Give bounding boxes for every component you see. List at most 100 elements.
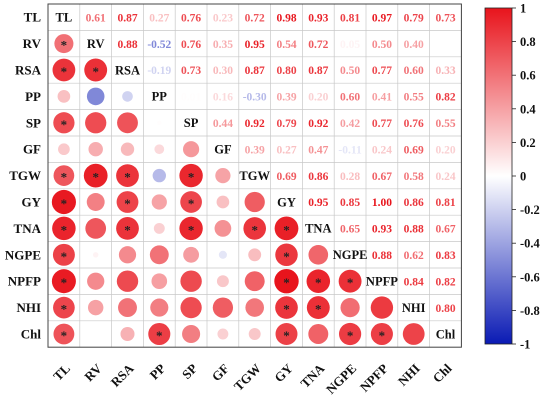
- coefficient-value: 0.77: [372, 65, 392, 77]
- coefficient-value: 0.85: [340, 197, 360, 209]
- diagonal-label: SP: [184, 116, 199, 130]
- row-label: NGPE: [5, 247, 41, 262]
- correlation-circle: [244, 191, 265, 213]
- column-label: PP: [147, 361, 169, 383]
- coefficient-value: 0.41: [372, 92, 392, 104]
- coefficient-value: 0.39: [245, 144, 265, 156]
- coefficient-value: 0.23: [213, 12, 233, 24]
- row-label: SP: [26, 115, 41, 130]
- colorbar-tick-label: -0.8: [520, 304, 540, 318]
- colorbar-gradient: [484, 7, 513, 345]
- row-label: TL: [24, 10, 42, 25]
- coefficient-value: 0.77: [372, 118, 392, 130]
- correlation-circle: [275, 243, 298, 267]
- correlation-circle: [274, 269, 299, 294]
- correlation-circle: [216, 195, 230, 209]
- correlation-circle: [214, 220, 232, 237]
- correlation-circle: [154, 144, 165, 155]
- correlation-circle: [86, 193, 105, 211]
- row-label: GY: [22, 195, 42, 210]
- coefficient-value: 0.35: [213, 39, 233, 51]
- diagonal-label: NPFP: [366, 275, 398, 289]
- row-label: Chl: [21, 327, 42, 342]
- coefficient-value: 0.40: [404, 39, 424, 51]
- significance-marker: *: [283, 249, 290, 264]
- correlation-circle: [180, 296, 202, 319]
- correlation-circle: [87, 299, 104, 316]
- correlation-circle: [215, 167, 231, 184]
- correlation-circle: [57, 90, 71, 103]
- colorbar-tick-label: -1: [520, 338, 530, 352]
- column-label: TL: [50, 360, 73, 383]
- matrix-frame: [47, 3, 462, 348]
- coefficient-value: 0.60: [404, 65, 424, 77]
- column-label: NPFP: [357, 361, 391, 395]
- diagonal-label: Chl: [436, 327, 456, 341]
- coefficient-value: 0.33: [435, 65, 455, 77]
- column-label: SP: [179, 361, 200, 382]
- significance-marker: *: [61, 275, 68, 290]
- significance-marker: *: [315, 302, 322, 317]
- correlation-circle: [402, 323, 425, 345]
- colorbar-tick-label: -0.2: [520, 203, 540, 217]
- correlation-circle: [183, 141, 200, 158]
- correlation-circle: [275, 323, 298, 345]
- coefficient-value: 0.58: [404, 171, 424, 183]
- significance-marker: *: [61, 64, 68, 79]
- coefficient-value: 0.67: [372, 171, 392, 183]
- coefficient-value: 0.83: [435, 250, 455, 262]
- diagonal-label: TL: [56, 11, 73, 25]
- coefficient-value: 0.20: [435, 144, 455, 156]
- coefficient-value: 0.55: [404, 92, 424, 104]
- significance-marker: *: [156, 328, 163, 343]
- significance-marker: *: [347, 275, 354, 290]
- coefficient-value: 0.87: [308, 65, 328, 77]
- coefficient-value: 0.92: [308, 118, 328, 130]
- column-label: RSA: [108, 360, 137, 389]
- correlation-circle: [244, 271, 265, 292]
- row-label: TNA: [14, 221, 42, 236]
- correlation-circle: [84, 58, 108, 82]
- coefficient-value: 0.24: [372, 144, 392, 156]
- coefficient-value: 0.69: [404, 144, 424, 156]
- coefficient-value: 0.50: [340, 65, 360, 77]
- correlation-circle: [54, 34, 74, 54]
- correlation-circle: [52, 58, 76, 82]
- correlation-circle: [83, 163, 108, 188]
- coefficient-value: 0.72: [308, 39, 328, 51]
- significance-marker: *: [124, 222, 131, 237]
- coefficient-value: 0.88: [117, 39, 137, 51]
- significance-marker: *: [283, 302, 290, 317]
- significance-marker: *: [61, 302, 68, 317]
- significance-marker: *: [92, 64, 99, 79]
- colorbar: 1 0.8 0.6 0.4 0.2 0 -0.2 -0.4 -0.6 -0.8 -1: [484, 2, 541, 352]
- coefficient-value: 0.30: [213, 65, 233, 77]
- coefficient-value: 0.65: [340, 224, 360, 236]
- row-label: RSA: [15, 63, 42, 78]
- diagonal-label: GF: [214, 143, 232, 157]
- colorbar-tick-label: 0.6: [520, 69, 536, 83]
- correlation-circle: [180, 270, 202, 292]
- coefficient-value: 0.82: [435, 92, 455, 104]
- coefficient-value: 0.27: [276, 144, 296, 156]
- matrix-marks: TL 0.61 0.87 0.27 0.76 0.23 0.72 0.98 0.93 0.81 0.…: [51, 11, 456, 346]
- significance-marker: *: [124, 196, 131, 211]
- correlation-circle: [85, 112, 107, 134]
- correlation-circle: [338, 322, 362, 346]
- significance-marker: *: [347, 328, 354, 343]
- significance-marker: *: [61, 117, 68, 132]
- coefficient-value: -0.19: [147, 65, 171, 77]
- colorbar-tick-label: -0.6: [520, 270, 540, 284]
- coefficient-value: 0.67: [435, 224, 455, 236]
- correlation-circle: [53, 296, 75, 319]
- coefficient-value: 0.69: [276, 171, 296, 183]
- significance-marker: *: [61, 38, 68, 53]
- correlation-circle: [58, 143, 70, 156]
- coefficient-value: 0.62: [404, 250, 424, 262]
- coefficient-value: 0.97: [372, 12, 392, 24]
- coefficient-value: 0.80: [435, 303, 455, 315]
- correlation-circle: [248, 248, 262, 262]
- correlation-circle: [117, 112, 138, 134]
- row-label: NHI: [16, 300, 41, 315]
- colorbar-tick-label: -0.4: [520, 237, 541, 251]
